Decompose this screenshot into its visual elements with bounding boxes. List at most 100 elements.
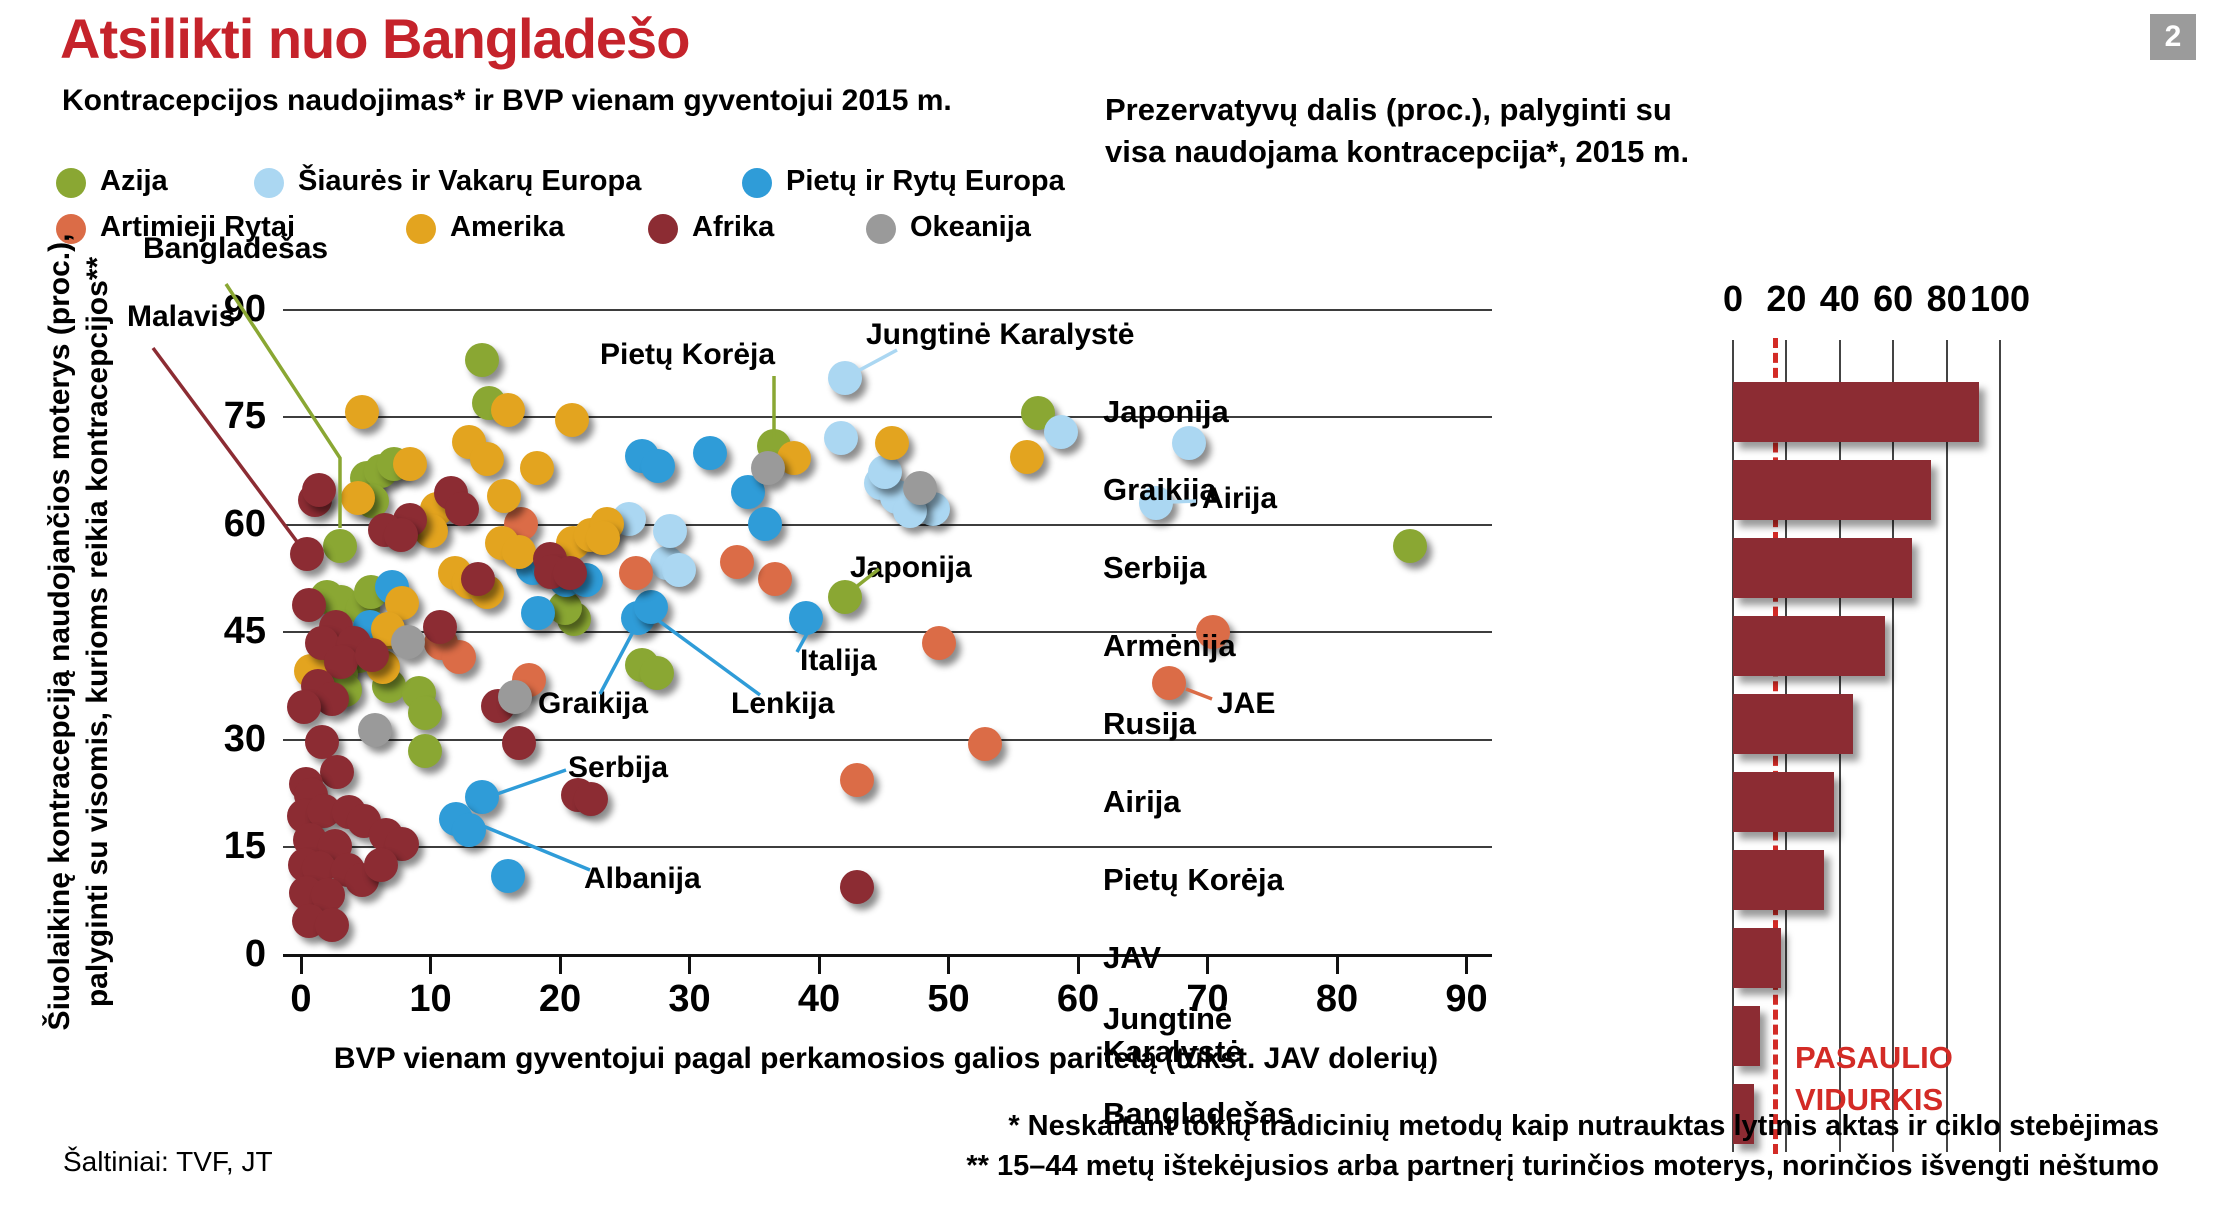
scatter-point xyxy=(922,626,957,661)
scatter-point xyxy=(444,492,479,527)
legend-label-Okeanija: Okeanija xyxy=(910,211,1031,243)
annotation-label-Pietų Korėja: Pietų Korėja xyxy=(600,338,776,371)
scatter-ytick-label-30: 30 xyxy=(223,717,266,760)
legend-label-Artimieji Rytai: Artimieji Rytai xyxy=(100,211,295,243)
scatter-y-axis-title-line1: Šiuolaikinę kontracepciją naudojančios m… xyxy=(43,233,76,1031)
legend-dot-Okeanija xyxy=(866,214,896,244)
scatter-point xyxy=(553,556,588,590)
scatter-xtick-label-30: 30 xyxy=(668,978,711,1020)
legend-dot-Pietų ir Rytų Europa xyxy=(742,168,772,198)
footnote-2: ** 15–44 metų ištekėjusios arba partnerį… xyxy=(966,1150,2159,1182)
scatter-point xyxy=(408,695,443,730)
annotation-label-Albanija: Albanija xyxy=(584,862,701,895)
scatter-point xyxy=(340,480,375,515)
bar-label-JAV: JAV xyxy=(1103,939,1162,975)
scatter-point xyxy=(757,561,792,596)
scatter-point xyxy=(751,450,786,485)
scatter-point xyxy=(839,763,874,798)
footnote-1: * Neskaitant tokių tradicinių metodų kai… xyxy=(1008,1110,2159,1142)
scatter-ytick-label-0: 0 xyxy=(244,933,266,975)
scatter-point xyxy=(662,553,697,588)
bar-label-Graikija: Graikija xyxy=(1103,471,1217,507)
scatter-point xyxy=(320,755,355,790)
scatter-x-axis-title: BVP vienam gyventojui pagal perkamosios … xyxy=(333,1042,1439,1075)
scatter-point xyxy=(344,394,379,429)
scatter-xtick-30 xyxy=(688,955,691,974)
bar-gridline-80 xyxy=(1945,340,1948,1152)
scatter-xtick-label-40: 40 xyxy=(797,978,841,1020)
bar-gridline-100 xyxy=(1999,340,2001,1152)
scatter-point xyxy=(315,907,350,942)
bar-xtick-label-20: 20 xyxy=(1766,278,1807,319)
annotation-label-Malavis: Malavis xyxy=(127,300,236,333)
bar-Bangladešas xyxy=(1733,1084,1755,1144)
scatter-point xyxy=(491,859,526,894)
bar-xtick-label-0: 0 xyxy=(1722,278,1744,319)
bar-label-Jungtinė Karalystė: Jungtinė Karalystė xyxy=(1103,1001,1243,1069)
bar-Pietų Korėja xyxy=(1733,850,1824,910)
scatter-xtick-60 xyxy=(1076,955,1080,974)
scatter-point xyxy=(1044,414,1079,449)
annotation-leader-Serbija xyxy=(496,768,567,796)
legend-label-Amerika: Amerika xyxy=(450,211,565,243)
scatter-point xyxy=(461,562,496,597)
annotation-label-Jungtinė Karalystė: Jungtinė Karalystė xyxy=(866,318,1135,351)
scatter-point xyxy=(291,588,326,623)
world-average-label-line2: VIDURKIS xyxy=(1795,1082,1944,1117)
scatter-point xyxy=(640,656,675,691)
annotation-leader-Lenkija xyxy=(653,616,762,697)
scatter-point xyxy=(364,847,399,882)
bar-chart-title-line1: Prezervatyvų dalis (proc.), palyginti su xyxy=(1105,92,1672,127)
legend-label-Šiaurės ir Vakarų Europa: Šiaurės ir Vakarų Europa xyxy=(298,165,642,197)
scatter-point xyxy=(355,638,390,673)
bar-label-Pietų Korėja: Pietų Korėja xyxy=(1103,861,1284,897)
scatter-xtick-label-20: 20 xyxy=(538,978,582,1020)
scatter-point xyxy=(470,442,505,477)
scatter-point xyxy=(839,869,874,904)
scatter-gridline-y30 xyxy=(283,738,1492,741)
bar-Graikija xyxy=(1733,460,1931,520)
figure-number-badge: 2 xyxy=(2150,14,2196,60)
legend-dot-Amerika xyxy=(406,214,436,244)
scatter-gridline-y15 xyxy=(283,846,1492,849)
scatter-point xyxy=(641,448,676,483)
scatter-point xyxy=(1138,486,1173,521)
bar-label-Airija: Airija xyxy=(1103,783,1181,819)
scatter-xtick-label-10: 10 xyxy=(409,978,452,1020)
bar-label-Serbija: Serbija xyxy=(1103,549,1207,585)
scatter-xtick-70 xyxy=(1206,955,1209,974)
scatter-point xyxy=(408,734,443,769)
scatter-y-axis-title-line2: palyginti su visomis, kurioms reikia kon… xyxy=(81,256,114,1008)
legend-dot-Šiaurės ir Vakarų Europa xyxy=(254,168,284,198)
annotation-label-JAE: JAE xyxy=(1217,687,1276,720)
scatter-point xyxy=(1392,529,1427,564)
legend-dot-Afrika xyxy=(648,214,678,244)
scatter-point xyxy=(286,690,321,725)
world-average-label-line1: PASAULIO xyxy=(1795,1040,1953,1075)
bar-Airija xyxy=(1733,772,1835,832)
legend-label-Afrika: Afrika xyxy=(692,211,775,243)
scatter-point xyxy=(441,639,476,674)
bar-Japonija xyxy=(1733,382,1979,442)
scatter-point xyxy=(874,425,909,460)
scatter-point xyxy=(827,361,862,396)
bar-Serbija xyxy=(1733,538,1912,598)
scatter-point xyxy=(720,545,755,580)
scatter-xtick-10 xyxy=(429,955,432,974)
scatter-point xyxy=(357,712,392,747)
scatter-point xyxy=(554,402,589,437)
scatter-point xyxy=(619,556,654,590)
scatter-gridline-y75 xyxy=(283,416,1492,419)
annotation-label-Graikija: Graikija xyxy=(538,687,649,720)
page-title: Atsilikti nuo Bangladešo xyxy=(60,7,690,70)
scatter-point xyxy=(693,436,728,471)
annotation-leader-Jungtinė Karalystė xyxy=(855,348,898,374)
scatter-ytick-label-75: 75 xyxy=(223,395,266,438)
scatter-xtick-label-70: 70 xyxy=(1186,978,1229,1020)
scatter-point xyxy=(824,420,858,455)
scatter-point xyxy=(422,610,457,645)
scatter-point xyxy=(392,447,427,482)
scatter-point xyxy=(383,518,418,553)
scatter-point xyxy=(465,343,500,378)
scatter-xtick-label-0: 0 xyxy=(290,978,312,1020)
